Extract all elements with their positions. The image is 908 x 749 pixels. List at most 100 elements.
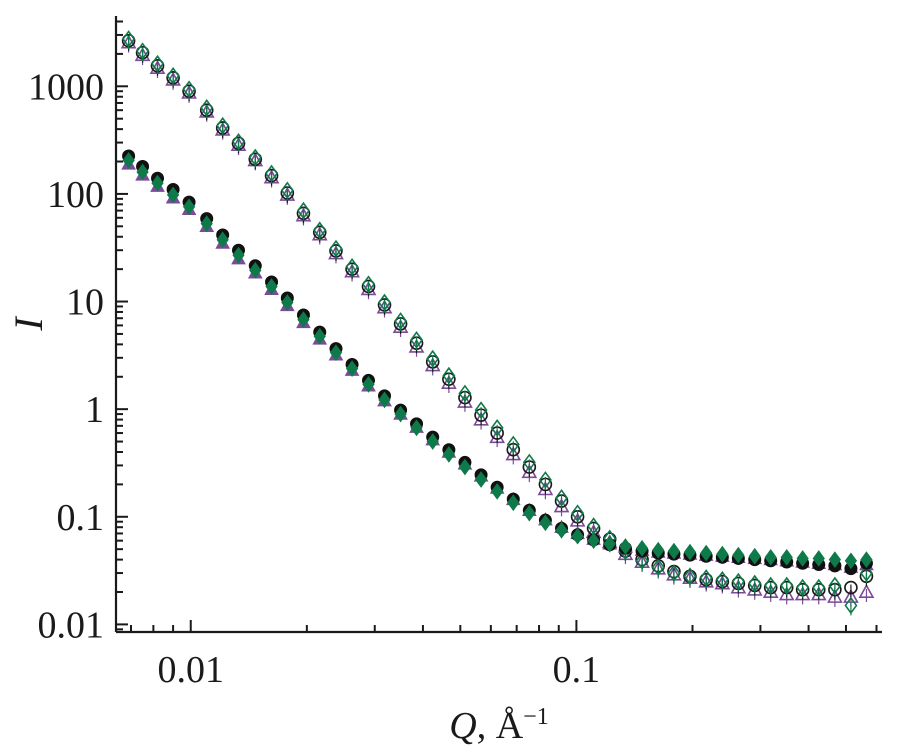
- data-point: [378, 293, 392, 312]
- data-point: [843, 588, 859, 603]
- x-axis-ticks: 0.01 0.1: [130, 620, 878, 691]
- data-point: [715, 570, 729, 589]
- data-point: [844, 580, 858, 595]
- data-point: [859, 564, 873, 582]
- data-point: [523, 504, 536, 522]
- data-point: [426, 433, 439, 450]
- data-point: [748, 574, 762, 593]
- x-axis-title: Q, Å−1: [449, 704, 548, 747]
- y-axis-title: I: [6, 316, 51, 332]
- data-point: [522, 453, 536, 472]
- data-point: [619, 538, 632, 555]
- data-point: [297, 311, 310, 328]
- data-point: [555, 488, 569, 507]
- data-point: [731, 572, 745, 591]
- data-point: [394, 405, 407, 423]
- data-point: [151, 54, 165, 73]
- data-point: [166, 67, 180, 85]
- data-point: [474, 471, 488, 488]
- data-point: [410, 331, 424, 349]
- data-point: [362, 376, 375, 393]
- data-point: [249, 261, 262, 279]
- data-point: [667, 564, 681, 582]
- data-point: [166, 186, 180, 204]
- data-point: [858, 583, 875, 599]
- data-point: [442, 446, 455, 463]
- data-point: [474, 401, 488, 419]
- data-point: [122, 30, 136, 48]
- y-tick-label: 1: [85, 389, 104, 431]
- data-point: [362, 275, 375, 294]
- data-point: [716, 545, 729, 563]
- data-point: [265, 278, 278, 295]
- data-point: [780, 576, 794, 595]
- data-point: [378, 391, 391, 409]
- data-point: [667, 542, 681, 560]
- data-point: [136, 163, 149, 181]
- data-point: [426, 349, 440, 368]
- data-point: [248, 148, 262, 167]
- data-point: [182, 198, 196, 216]
- x-tick-label: 0.01: [157, 649, 224, 691]
- data-point: [844, 552, 858, 570]
- data-point: [394, 312, 408, 330]
- data-point: [732, 546, 745, 564]
- data-point: [780, 548, 793, 566]
- data-point: [538, 471, 552, 489]
- data-point: [345, 360, 359, 377]
- axes-layer: 0.01 0.1 0.01 0.1 1 10 100 1000: [28, 16, 882, 691]
- data-point: [442, 366, 456, 385]
- data-point: [828, 551, 842, 568]
- data-point: [458, 384, 472, 403]
- data-point: [652, 541, 665, 559]
- data-point: [313, 327, 326, 345]
- data-point: [748, 547, 761, 565]
- data-point: [329, 239, 343, 258]
- y-tick-label: 0.01: [38, 604, 105, 646]
- data-point: [280, 181, 294, 200]
- data-point: [410, 419, 423, 437]
- data-point: [539, 514, 552, 532]
- data-point: [651, 558, 665, 577]
- data-point: [828, 576, 842, 595]
- series-lower-circle-filled: [122, 149, 873, 576]
- data-point: [700, 544, 713, 562]
- data-point: [345, 258, 359, 276]
- data-point: [122, 152, 135, 169]
- x-axis-label-unit: , Å: [477, 705, 524, 747]
- data-point: [683, 543, 697, 561]
- data-point: [571, 504, 585, 523]
- series-lower-triangle-filled: [121, 156, 874, 573]
- data-point: [232, 246, 245, 264]
- data-point: [232, 132, 246, 151]
- data-point: [827, 588, 843, 603]
- data-point: [507, 494, 520, 512]
- data-point: [796, 578, 810, 597]
- data-point: [812, 550, 825, 567]
- data-point: [136, 42, 150, 61]
- x-axis-label-symbol: Q: [449, 705, 476, 747]
- data-point: [313, 221, 327, 240]
- data-point: [265, 164, 279, 183]
- data-point: [216, 116, 230, 135]
- x-axis-label-exponent: −1: [523, 704, 549, 730]
- x-tick-label: 0.1: [553, 649, 601, 691]
- y-tick-label: 0.1: [57, 497, 105, 539]
- data-point: [796, 550, 809, 567]
- data-point: [683, 567, 697, 586]
- data-point: [506, 435, 520, 454]
- data-point: [281, 294, 294, 311]
- y-axis-ticks: 0.01 0.1 1 10 100 1000: [28, 20, 128, 646]
- data-point: [490, 419, 504, 437]
- data-point: [296, 201, 310, 220]
- data-point: [699, 569, 713, 587]
- data-point: [216, 231, 229, 249]
- data-point: [635, 551, 649, 570]
- y-tick-label: 100: [47, 174, 104, 216]
- data-point: [200, 215, 213, 232]
- data-point: [764, 548, 777, 566]
- series-upper-triangle-open: [120, 34, 875, 607]
- series-layer: [120, 30, 875, 616]
- data-point: [182, 80, 196, 99]
